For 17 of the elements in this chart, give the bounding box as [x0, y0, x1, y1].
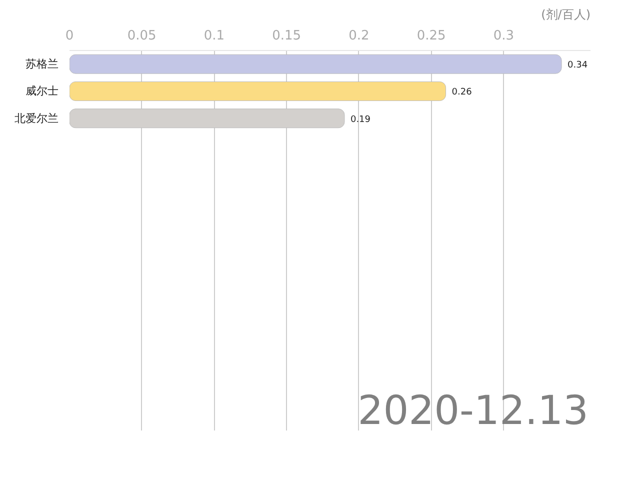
bar: [70, 54, 562, 74]
data-label: 0.19: [350, 114, 371, 125]
x-tick-label: 0.05: [127, 28, 156, 44]
y-tick-label: 苏格兰: [26, 58, 58, 71]
data-label: 0.26: [452, 88, 472, 98]
y-tick-label: 北爱尔兰: [14, 112, 58, 125]
data-label: 0.34: [568, 60, 588, 71]
x-tick-label: 0.3: [493, 28, 514, 44]
x-axis-title: (剂/百人): [541, 8, 590, 22]
bar: [70, 81, 446, 101]
x-tick-label: 0.1: [204, 28, 225, 44]
x-tick-label: 0.2: [348, 28, 370, 44]
y-tick-label: 威尔士: [26, 84, 58, 98]
x-tick-label: 0.25: [416, 28, 446, 44]
x-tick-label: 0.15: [272, 28, 302, 44]
text: 2020-12.13: [358, 388, 589, 434]
x-tick-label: 0: [65, 28, 74, 44]
